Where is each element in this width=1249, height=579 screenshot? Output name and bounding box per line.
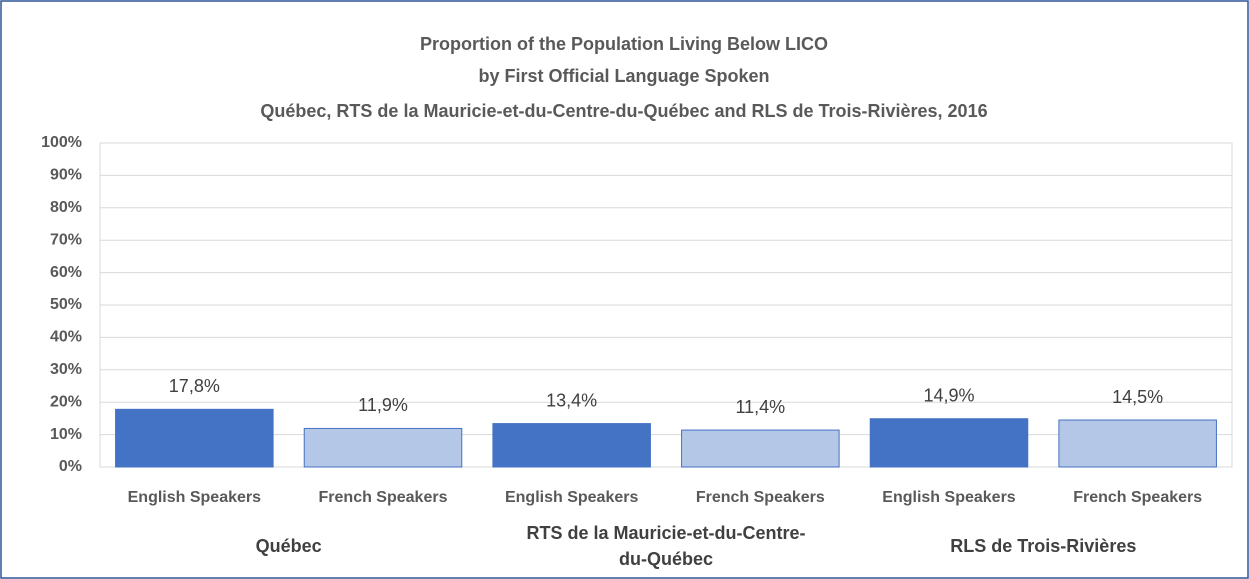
value-label: 11,4% xyxy=(735,397,785,417)
chart-title: Proportion of the Population Living Belo… xyxy=(420,34,828,54)
x-tick-label: French Speakers xyxy=(319,489,448,506)
bar xyxy=(681,429,840,468)
value-label: 13,4% xyxy=(546,390,597,410)
value-label: 14,5% xyxy=(1112,387,1163,407)
group-label-box: RTS de la Mauricie-et-du-Centre-du-Québe… xyxy=(526,523,806,569)
x-tick-label: English Speakers xyxy=(882,489,1015,506)
bar xyxy=(492,423,651,468)
y-tick-label: 60% xyxy=(50,264,82,281)
y-tick-label: 80% xyxy=(50,199,82,216)
bar xyxy=(869,418,1029,468)
group-label: RTS de la Mauricie-et-du-Centre-du-Québe… xyxy=(526,523,806,569)
bar xyxy=(115,408,274,468)
y-tick-label: 0% xyxy=(59,458,82,475)
y-tick-label: 100% xyxy=(41,134,82,151)
bar xyxy=(1058,419,1217,468)
group-label: RLS de Trois-Rivières xyxy=(950,536,1137,556)
x-tick-label: French Speakers xyxy=(696,489,825,506)
group-label-box: RLS de Trois-Rivières xyxy=(950,536,1137,556)
value-label: 14,9% xyxy=(923,385,974,405)
y-tick-label: 50% xyxy=(50,296,82,313)
y-tick-label: 90% xyxy=(50,167,82,184)
chart-title: by First Official Language Spoken xyxy=(478,66,769,86)
y-tick-label: 40% xyxy=(50,329,82,346)
x-tick-label: English Speakers xyxy=(128,489,261,506)
chart-title: Québec, RTS de la Mauricie-et-du-Centre-… xyxy=(260,101,987,121)
x-tick-label: French Speakers xyxy=(1073,489,1202,506)
y-tick-label: 30% xyxy=(50,361,82,378)
value-label: 11,9% xyxy=(358,395,408,415)
y-tick-label: 10% xyxy=(50,426,82,443)
y-tick-label: 20% xyxy=(50,393,82,410)
group-label-box: Québec xyxy=(255,536,322,556)
x-tick-label: English Speakers xyxy=(505,489,638,506)
bar xyxy=(303,427,463,468)
y-tick-label: 70% xyxy=(50,231,82,248)
value-label: 17,8% xyxy=(169,376,220,396)
group-label: Québec xyxy=(255,536,322,556)
